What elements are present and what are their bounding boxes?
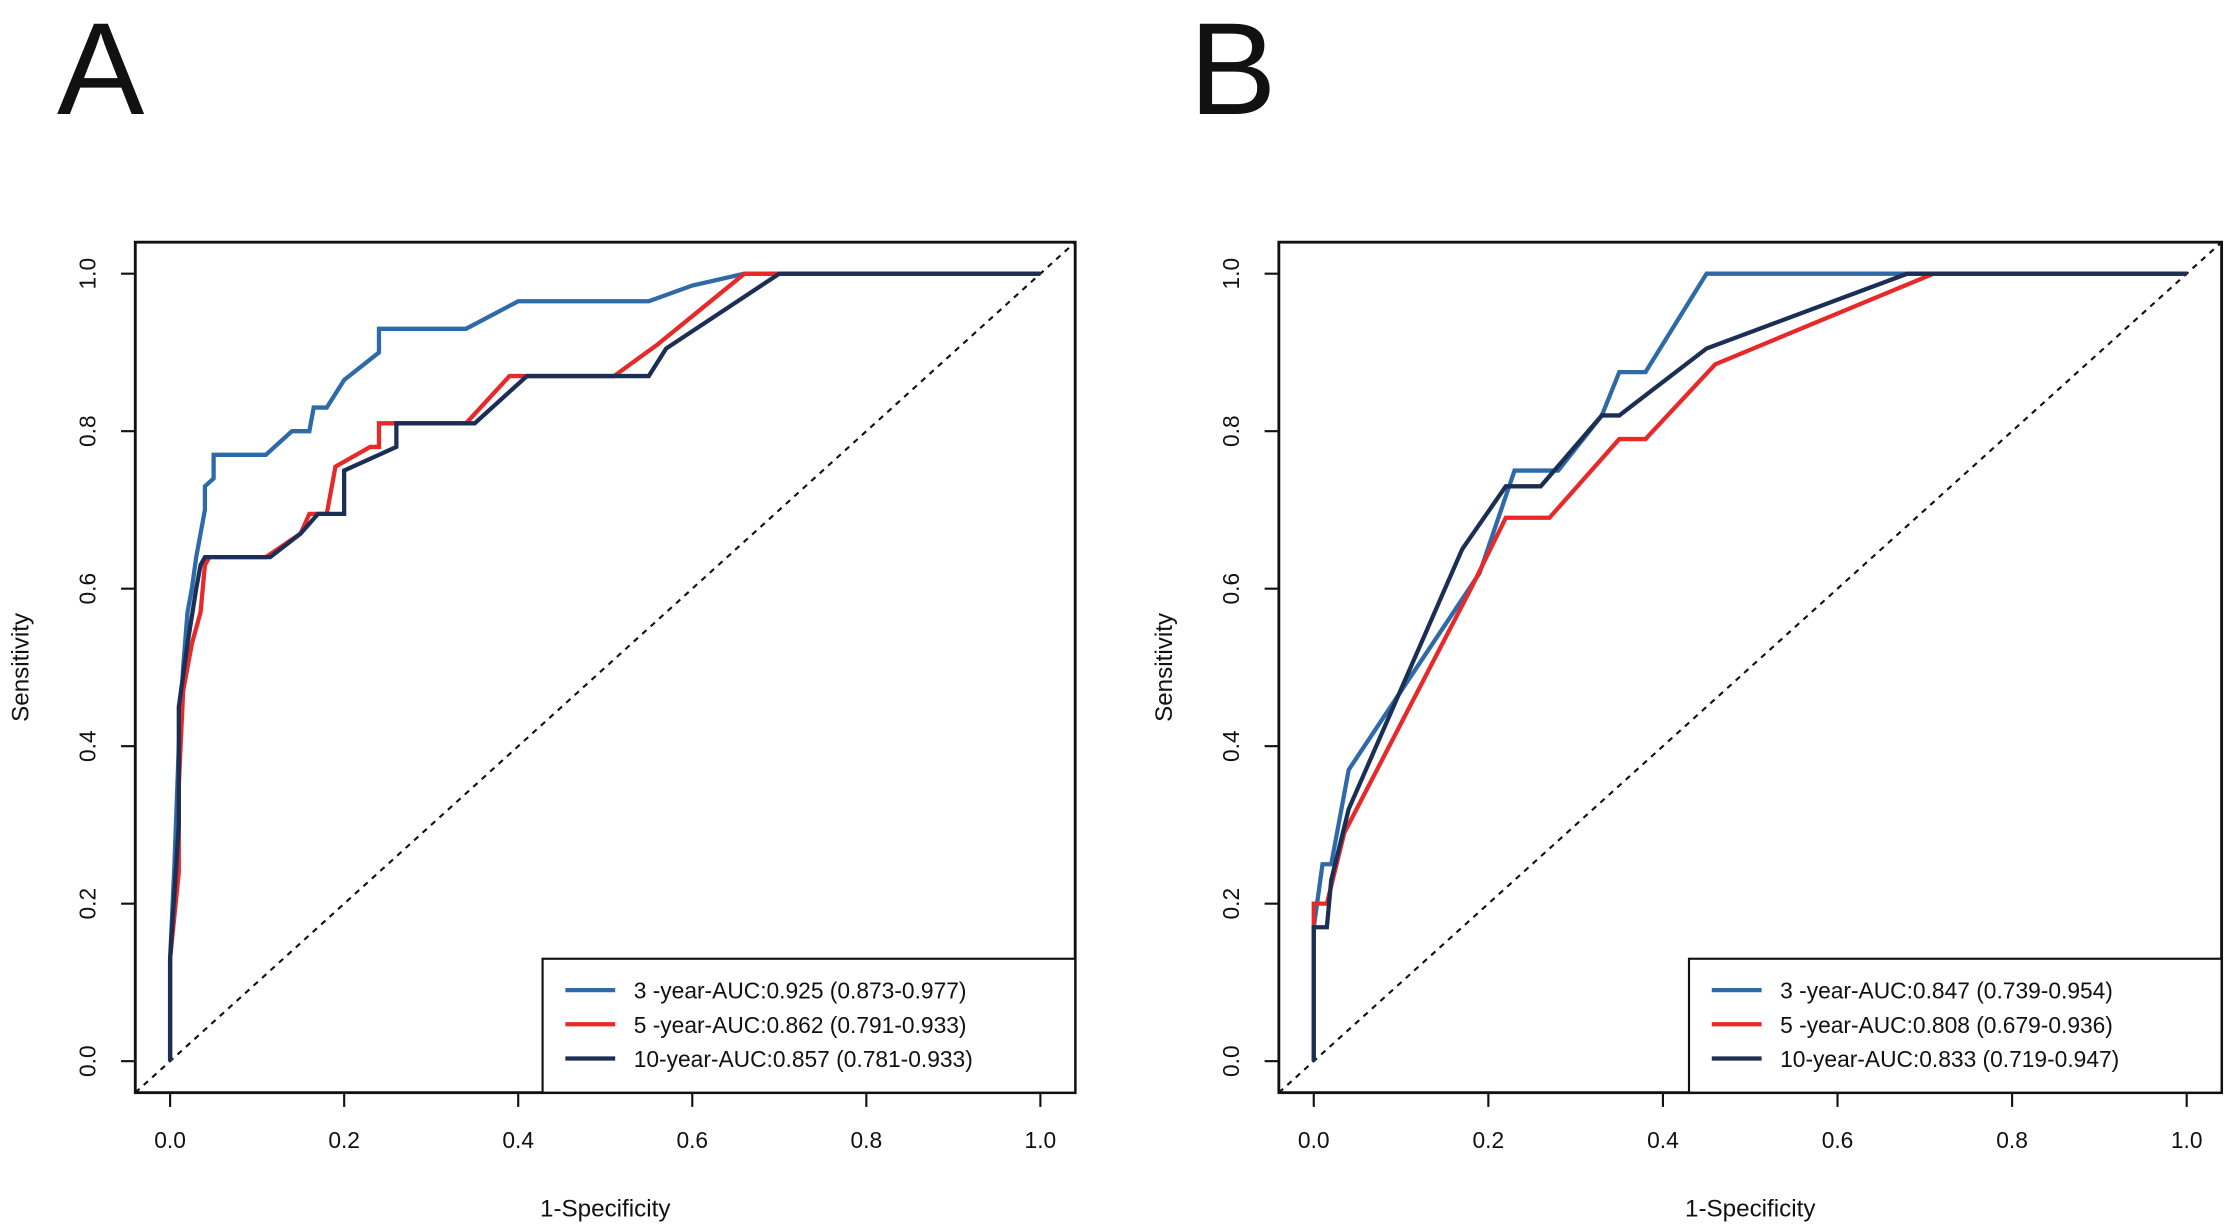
roc-curve: [1311, 271, 2187, 1062]
roc-curve: [1311, 271, 2187, 1062]
x-tick-label: 0.0: [1298, 1127, 1330, 1153]
panel-label: A: [57, 0, 145, 142]
y-tick-label: 0.6: [74, 573, 100, 605]
roc-curve: [167, 271, 1041, 1062]
y-axis-label: Sensitivity: [1151, 612, 1178, 722]
x-axis-label: 1-Specificity: [1685, 1196, 1816, 1223]
x-axis-label: 1-Specificity: [540, 1196, 671, 1223]
y-tick-label: 0.0: [74, 1045, 100, 1077]
y-tick-label: 0.8: [74, 415, 100, 447]
y-tick-label: 0.4: [1218, 730, 1244, 762]
y-tick-label: 0.2: [1218, 888, 1244, 920]
legend: 3 -year-AUC:0.925 (0.873-0.977) 5 -year-A…: [541, 957, 1077, 1094]
x-tick-label: 0.0: [154, 1127, 186, 1153]
roc-curve: [167, 271, 1041, 1062]
legend-frame: [1687, 957, 2223, 1094]
legend-label: 5 -year-AUC:0.862 (0.791-0.933): [634, 1012, 967, 1038]
x-tick-label: 0.4: [502, 1127, 534, 1153]
legend-label: 5 -year-AUC:0.808 (0.679-0.936): [1780, 1012, 2113, 1038]
y-tick-label: 0.2: [74, 888, 100, 920]
y-tick-label: 1.0: [1218, 258, 1244, 290]
y-axis-label: Sensitivity: [7, 612, 34, 722]
x-tick-label: 0.6: [676, 1127, 708, 1153]
legend-frame: [541, 957, 1077, 1094]
x-tick-label: 0.4: [1647, 1127, 1679, 1153]
y-tick-label: 0.4: [74, 730, 100, 762]
chart-panel: B 0.0 0.2 0.4 0.6 0.8 1.0 0.0 0.2 0.4 0.6 0.8 1.0 1-S…: [1151, 0, 2224, 1223]
legend-label: 3 -year-AUC:0.847 (0.739-0.954): [1780, 978, 2113, 1004]
y-tick-label: 0.8: [1218, 415, 1244, 447]
x-tick-label: 0.8: [851, 1127, 883, 1153]
x-tick-label: 0.2: [1473, 1127, 1505, 1153]
chart-panel: A 0.0 0.2 0.4 0.6 0.8 1.0 0.0 0.2 0.4 0.6 0.8 1.0 1-S…: [7, 0, 1077, 1223]
roc-curve: [1311, 271, 2187, 1062]
legend-label: 3 -year-AUC:0.925 (0.873-0.977): [634, 978, 967, 1004]
x-tick-label: 1.0: [1025, 1127, 1057, 1153]
x-tick-label: 0.2: [328, 1127, 360, 1153]
x-tick-label: 0.8: [1996, 1127, 2028, 1153]
legend: 3 -year-AUC:0.847 (0.739-0.954) 5 -year-A…: [1687, 957, 2223, 1094]
y-tick-label: 0.0: [1218, 1045, 1244, 1077]
x-tick-label: 1.0: [2171, 1127, 2203, 1153]
y-tick-label: 0.6: [1218, 573, 1244, 605]
legend-label: 10-year-AUC:0.857 (0.781-0.933): [634, 1046, 973, 1072]
roc-curve: [167, 271, 1041, 1062]
y-tick-label: 1.0: [74, 258, 100, 290]
x-tick-label: 0.6: [1822, 1127, 1854, 1153]
panel-label: B: [1189, 0, 1276, 142]
legend-label: 10-year-AUC:0.833 (0.719-0.947): [1780, 1046, 2119, 1072]
